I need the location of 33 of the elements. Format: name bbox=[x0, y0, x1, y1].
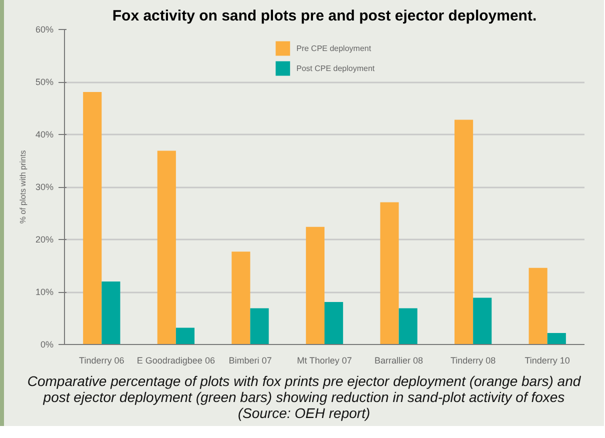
legend-label: Pre CPE deployment bbox=[296, 44, 372, 52]
x-tick-label: Barrallier 08 bbox=[374, 356, 424, 366]
x-tick-label: Tinderry 08 bbox=[450, 356, 496, 366]
x-tick-label: Tinderry 10 bbox=[524, 356, 570, 366]
bar bbox=[250, 308, 269, 344]
bar bbox=[232, 252, 250, 344]
bar bbox=[473, 298, 492, 344]
y-tick-label: 40% bbox=[35, 130, 54, 140]
y-tick-label: 30% bbox=[35, 182, 54, 192]
x-tick-label: Tinderry 06 bbox=[79, 356, 124, 366]
bar bbox=[306, 226, 324, 344]
legend-label: Post CPE deployment bbox=[296, 64, 375, 72]
bar bbox=[102, 282, 120, 344]
y-tick-label: 20% bbox=[35, 234, 54, 244]
bar bbox=[324, 302, 344, 344]
bar bbox=[454, 120, 474, 344]
bar bbox=[380, 202, 399, 344]
y-tick-label: 0% bbox=[40, 340, 54, 350]
y-tick-label: 10% bbox=[35, 287, 54, 297]
bar bbox=[176, 328, 194, 344]
bar bbox=[157, 150, 176, 344]
y-axis-title: % of plots with prints bbox=[18, 150, 28, 224]
x-tick-label: Mt Thorley 07 bbox=[296, 356, 352, 366]
chart-title: Fox activity on sand plots pre and post ejector deployment. bbox=[112, 8, 537, 24]
bar bbox=[398, 308, 418, 344]
x-tick-label: E Goodradigbee 06 bbox=[136, 356, 215, 366]
bar bbox=[547, 332, 566, 344]
bar bbox=[528, 268, 548, 344]
text: Comparative percentage of plots with fox prints pre ejector deployment (orange bars) and post ejector deployment (green bars) showing reduction in sand-plot activity of foxes (Source: OEH report) bbox=[26, 373, 582, 422]
y-tick-label: 50% bbox=[35, 77, 54, 87]
bar bbox=[83, 92, 102, 344]
x-tick-label: Bimberi 07 bbox=[228, 356, 272, 366]
y-tick-label: 60% bbox=[35, 24, 54, 34]
